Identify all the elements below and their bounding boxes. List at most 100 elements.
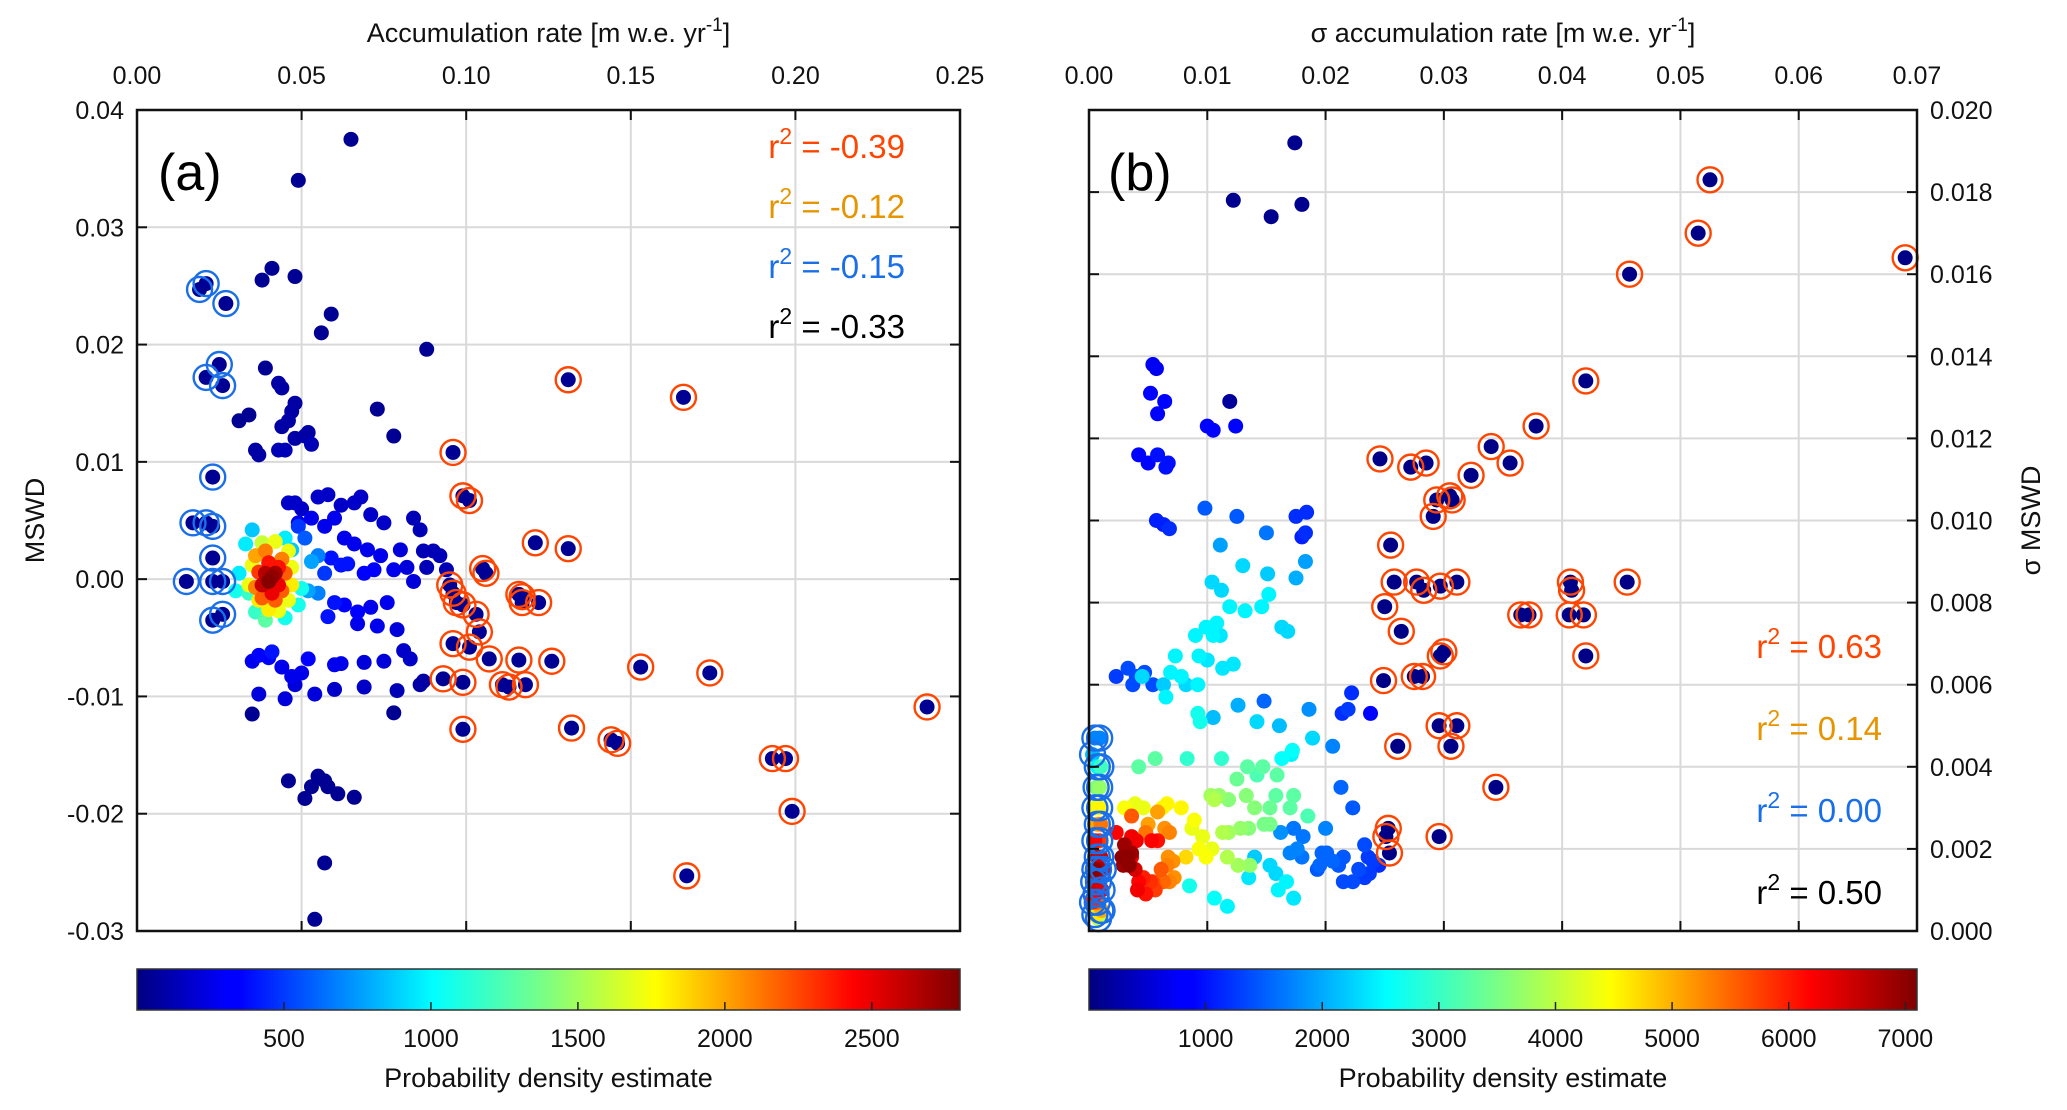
data-point [1269, 767, 1285, 783]
y-tick-label: 0.018 [1930, 179, 1993, 207]
data-point [468, 606, 484, 622]
high-group-ring [626, 653, 655, 681]
r-squared-label: r2 = -0.39 [768, 123, 905, 165]
data-point [386, 705, 402, 721]
data-point [1502, 455, 1518, 471]
data-point [1108, 668, 1124, 684]
data-point [251, 686, 267, 702]
panel-b-ylabel: σ MSWD [2016, 466, 2046, 576]
data-point [1305, 730, 1321, 746]
panel-a-colorbar-gradient [136, 968, 961, 1011]
data-point [1258, 525, 1274, 541]
low-group-ring [172, 567, 201, 596]
data-point [392, 542, 408, 558]
high-group-ring [1425, 712, 1453, 740]
data-point [1318, 820, 1334, 836]
data-point [406, 510, 422, 526]
data-point [544, 653, 560, 669]
high-group-ring [1613, 568, 1641, 596]
data-point [303, 436, 319, 452]
high-group-ring [696, 659, 724, 687]
low-group-ring [199, 512, 227, 541]
high-group-ring [1430, 638, 1458, 666]
panel-a-r2-annotations: r2 = -0.39 r2 = -0.12 r2 = -0.15 r2 = -0.33 [768, 123, 905, 345]
data-point [1286, 820, 1302, 836]
colorbar-tick-label: 2000 [1294, 1025, 1350, 1053]
high-group-ring [1423, 486, 1451, 514]
data-point [373, 548, 389, 564]
r-squared-label: r2 = 0.50 [1756, 869, 1882, 911]
panel-a-ytick-labels: -0.03 -0.02 -0.01 0.00 0.01 0.02 0.03 0.04 [67, 97, 124, 946]
data-point [333, 497, 349, 513]
data-point [257, 360, 273, 376]
low-group-ring [208, 600, 237, 629]
y-tick-label: 0.016 [1930, 261, 1993, 289]
data-point [1167, 648, 1183, 664]
data-point [560, 372, 576, 388]
high-group-ring [1397, 453, 1425, 481]
data-point [264, 585, 280, 601]
data-point [307, 911, 323, 927]
data-point [1372, 451, 1388, 467]
low-group-ring [192, 269, 220, 298]
data-point [1260, 566, 1276, 582]
data-point [1273, 824, 1289, 840]
data-point [1134, 668, 1150, 684]
data-point [343, 131, 359, 147]
data-point [1144, 833, 1160, 849]
data-point [317, 855, 333, 871]
data-point [320, 487, 336, 503]
high-group-ring [1477, 432, 1505, 461]
panel-a-xlabel: Accumulation rate [m w.e. yr-1] [367, 15, 731, 48]
data-point [327, 681, 343, 697]
high-group-ring [1438, 486, 1466, 514]
low-group-ring [1085, 724, 1114, 752]
data-point [1232, 820, 1248, 836]
data-point [1314, 845, 1330, 861]
data-point [284, 668, 300, 684]
data-point [1443, 738, 1459, 754]
y-tick-label: 0.006 [1930, 672, 1993, 700]
high-group-ring [1684, 219, 1712, 247]
panel-a: 0.00 0.05 0.10 0.15 0.20 0.25 -0.03 -0.02 -0.01… [20, 15, 984, 1093]
high-group-ring [1408, 662, 1437, 691]
data-point [1294, 196, 1310, 212]
data-point [1222, 393, 1238, 409]
data-point [435, 671, 451, 687]
data-point [1280, 623, 1296, 639]
panel-b-ytick-labels: 0.000 0.002 0.004 0.006 0.008 0.010 0.012 0.014… [1930, 97, 1993, 946]
high-group-ring [1555, 601, 1583, 629]
data-point [1255, 759, 1271, 775]
data-point [1483, 439, 1499, 455]
data-point [1449, 718, 1465, 734]
data-point [1333, 779, 1349, 795]
data-point [1129, 882, 1145, 898]
data-point [254, 272, 270, 288]
low-group-ring [199, 463, 227, 491]
high-group-ring [439, 629, 467, 658]
high-group-ring [1572, 642, 1600, 670]
data-point [1219, 898, 1235, 914]
data-point [1297, 525, 1313, 541]
data-point [1282, 800, 1298, 816]
x-tick-label: 0.07 [1893, 62, 1942, 90]
data-point [1377, 599, 1393, 615]
low-group-ring [185, 275, 214, 304]
data-point [1131, 759, 1147, 775]
low-group-ring [179, 509, 207, 537]
data-point [1225, 656, 1241, 672]
data-point [238, 536, 254, 552]
x-tick-label: 0.00 [113, 62, 162, 90]
data-point [327, 510, 343, 526]
data-point [679, 868, 695, 884]
data-point [353, 489, 369, 505]
high-group-ring [1400, 662, 1428, 691]
high-group-ring [597, 726, 625, 754]
data-point [402, 651, 418, 667]
data-point [1173, 668, 1189, 684]
data-point [274, 659, 290, 675]
data-point [267, 534, 283, 550]
data-point [1431, 718, 1447, 734]
high-group-ring [771, 744, 800, 773]
low-group-ring [212, 289, 240, 318]
